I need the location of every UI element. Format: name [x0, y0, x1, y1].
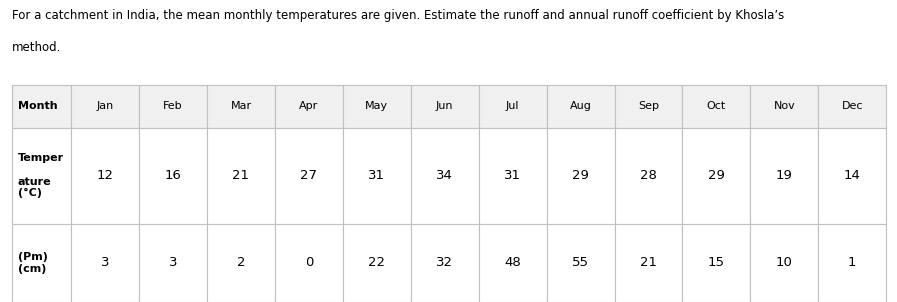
Text: For a catchment in India, the mean monthly temperatures are given. Estimate the : For a catchment in India, the mean month… [12, 9, 784, 22]
Text: method.: method. [12, 41, 61, 54]
